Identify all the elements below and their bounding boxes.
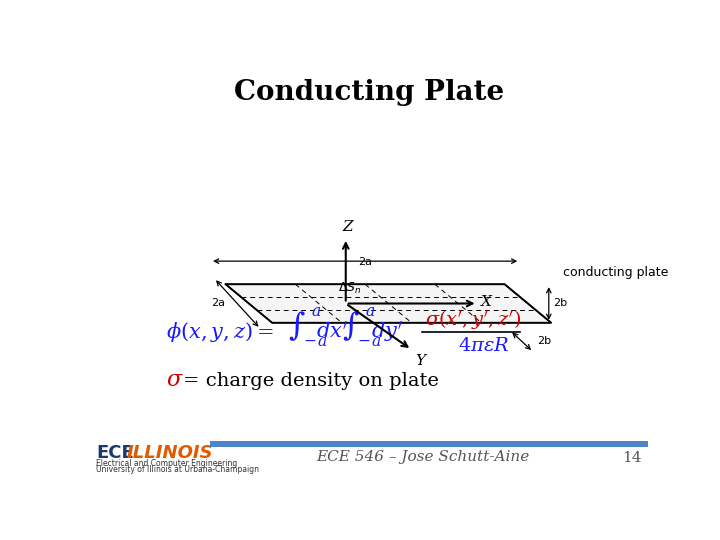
Text: 2b: 2b — [553, 299, 567, 308]
Text: University of Illinois at Urbana-Champaign: University of Illinois at Urbana-Champai… — [96, 465, 259, 474]
Text: $dx'$: $dx'$ — [315, 321, 347, 343]
Text: = charge density on plate: = charge density on plate — [183, 372, 439, 389]
Text: ECE: ECE — [96, 444, 134, 462]
Text: conducting plate: conducting plate — [563, 266, 668, 279]
Text: X: X — [482, 295, 492, 309]
Text: Z: Z — [342, 220, 353, 234]
Bar — [210, 441, 648, 447]
Text: $\sigma(x',y',z')$: $\sigma(x',y',z')$ — [425, 308, 521, 331]
Text: $\Delta S_n$: $\Delta S_n$ — [338, 281, 361, 296]
Polygon shape — [225, 284, 551, 323]
Text: $4\pi\varepsilon R$: $4\pi\varepsilon R$ — [458, 337, 510, 355]
Text: $\phi(x,y,z)=$: $\phi(x,y,z)=$ — [166, 320, 274, 344]
Text: $\int_{-a}^{\;a}$: $\int_{-a}^{\;a}$ — [287, 306, 327, 349]
Text: Y: Y — [415, 354, 426, 368]
Text: 14: 14 — [622, 450, 642, 464]
Text: $\int_{-a}^{\;a}$: $\int_{-a}^{\;a}$ — [342, 306, 381, 349]
Text: 2b: 2b — [537, 336, 552, 346]
Text: $\sigma$: $\sigma$ — [166, 369, 184, 392]
Text: ECE 546 – Jose Schutt-Aine: ECE 546 – Jose Schutt-Aine — [317, 450, 530, 464]
Text: 2a: 2a — [212, 299, 225, 308]
Text: Electrical and Computer Engineering: Electrical and Computer Engineering — [96, 459, 238, 468]
Text: Conducting Plate: Conducting Plate — [234, 79, 504, 106]
Text: 2a: 2a — [358, 257, 372, 267]
Text: $dy'$: $dy'$ — [371, 319, 402, 345]
Text: ILLINOIS: ILLINOIS — [127, 444, 213, 462]
